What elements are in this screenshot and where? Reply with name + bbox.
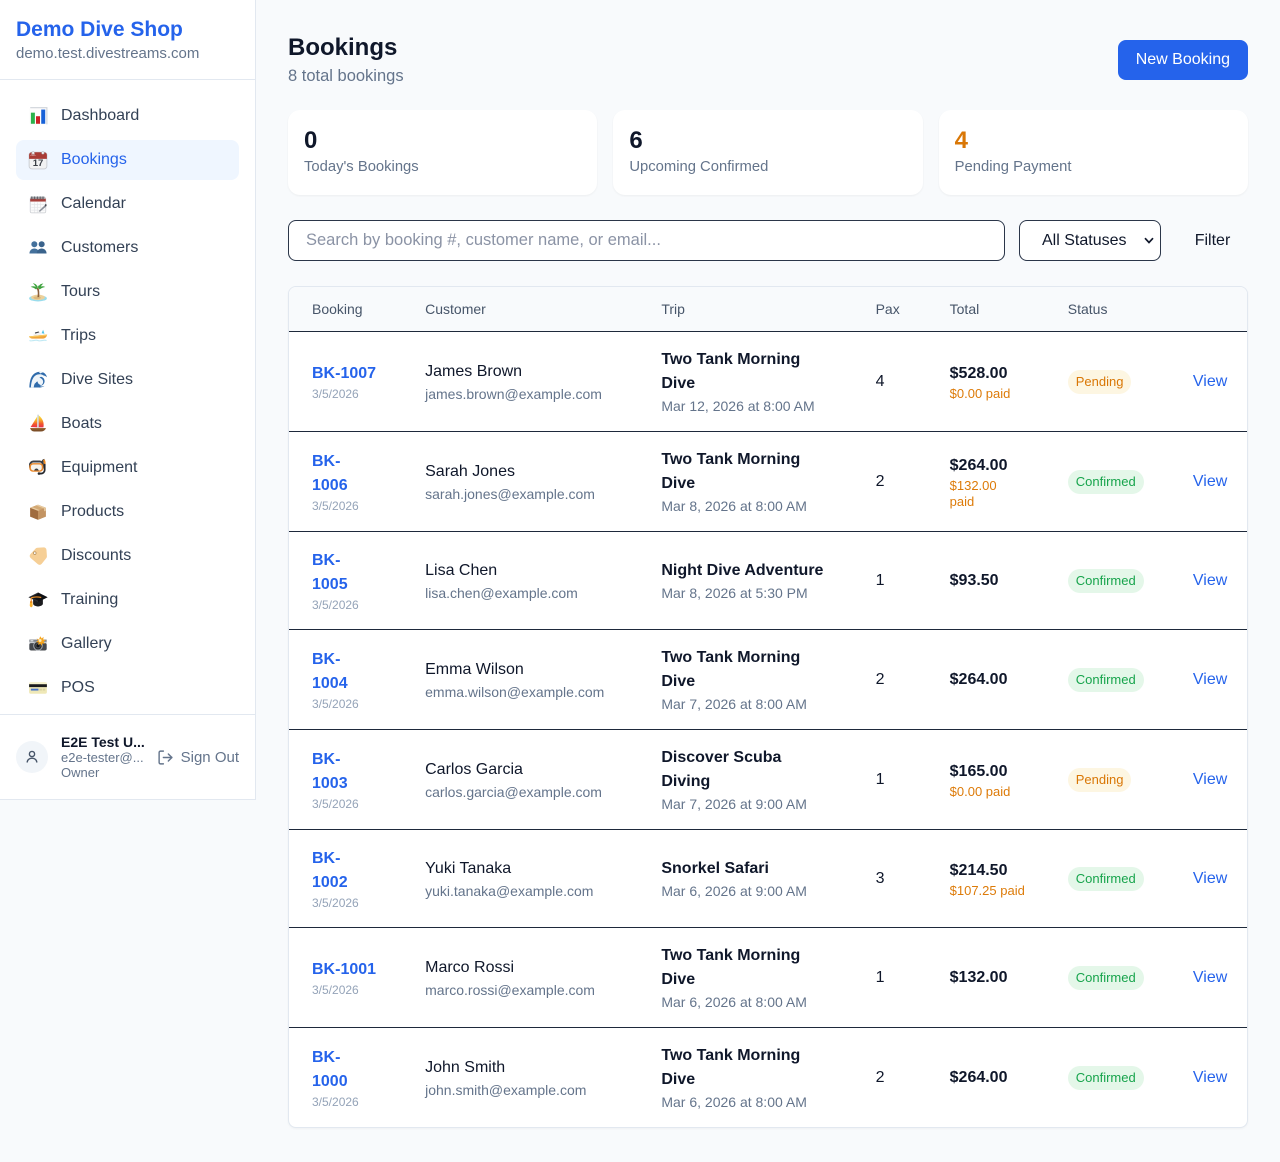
svg-text:17: 17 — [33, 158, 44, 169]
svg-text:JUL: JUL — [30, 153, 36, 157]
